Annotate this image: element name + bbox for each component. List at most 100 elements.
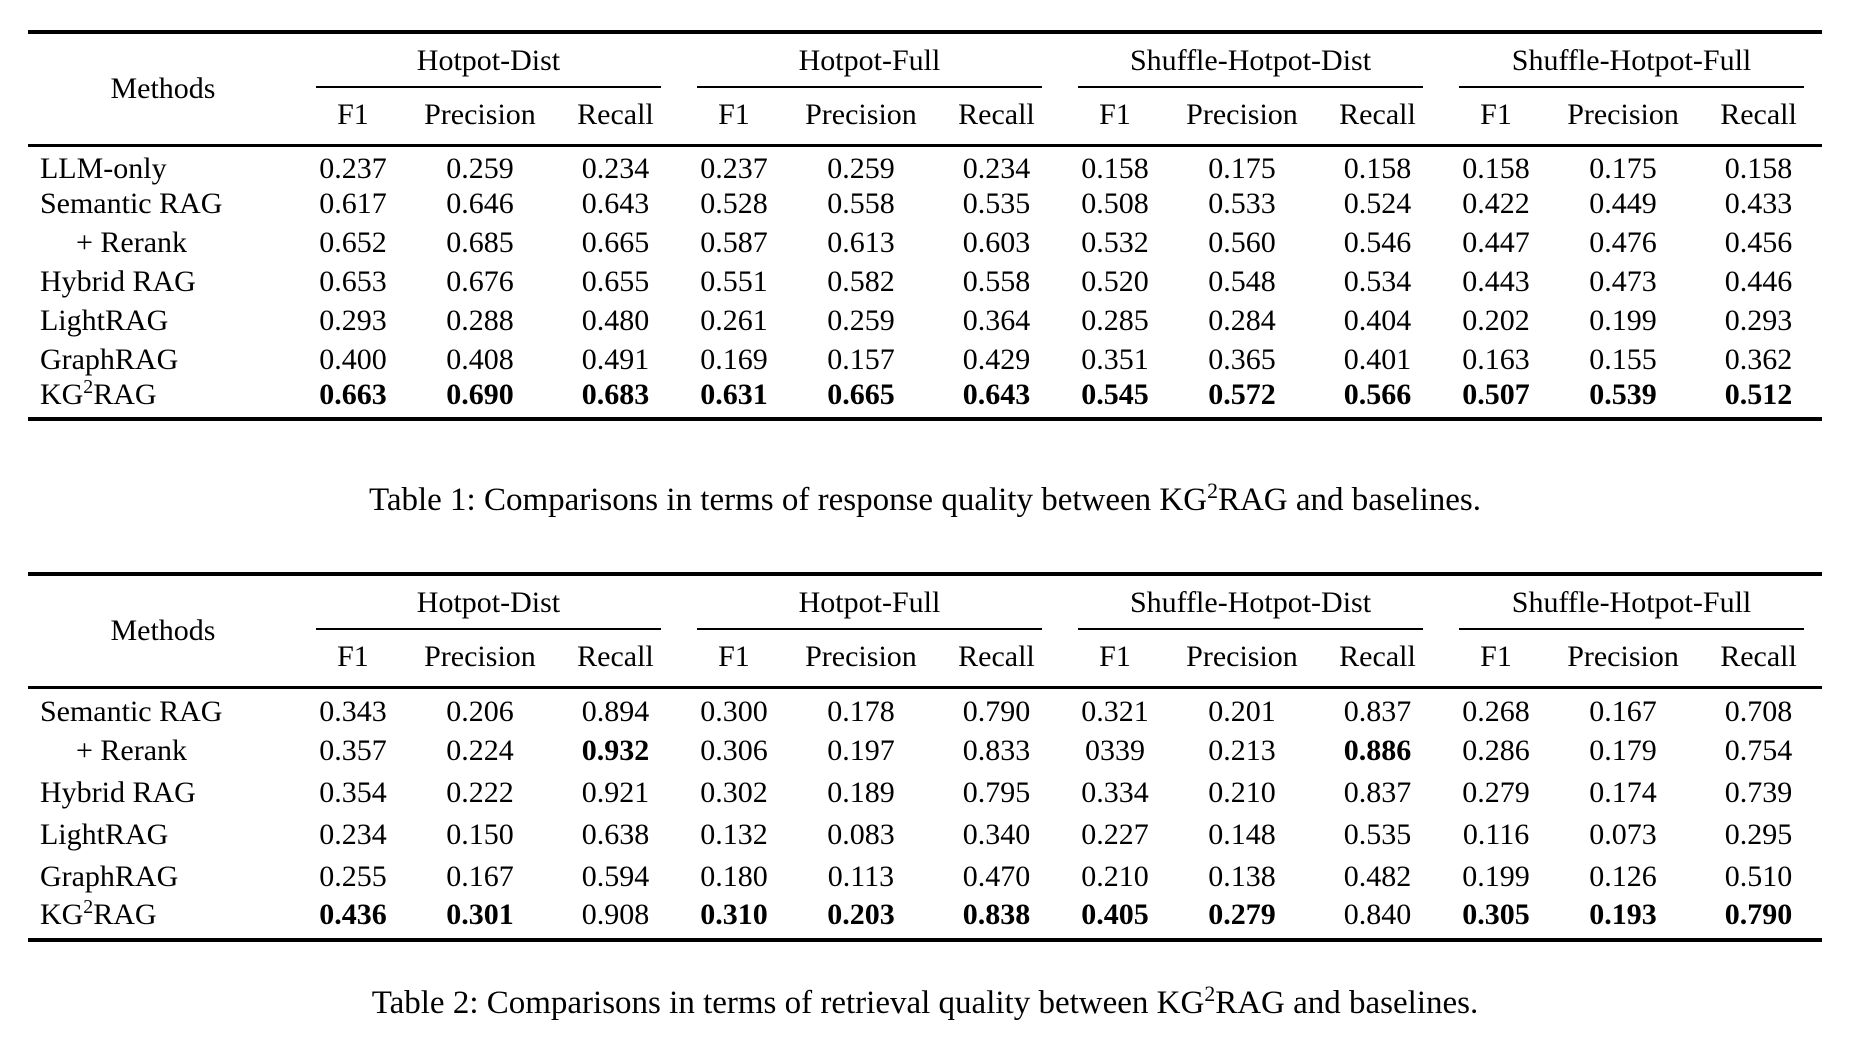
metric-value: 0.158 (1724, 151, 1793, 185)
method-name-text: Semantic RAG (39, 695, 223, 729)
metric-value: 0.535 (962, 187, 1031, 220)
column-header-f1: F1 (1480, 640, 1512, 674)
metric-value: 0.558 (827, 187, 895, 220)
metric-value: 0.351 (1081, 343, 1149, 376)
metric-value: 0.594 (581, 859, 650, 893)
group-header-label: Shuffle-Hotpot-Full (1511, 586, 1752, 620)
column-header-recall: Recall (958, 640, 1035, 674)
column-header-recall: Recall (958, 98, 1035, 131)
metric-value: 0.202 (1462, 304, 1530, 337)
metric-value: 0.683 (581, 378, 650, 411)
metric-value: 0.545 (1081, 378, 1149, 411)
method-name: GraphRAG (28, 341, 298, 380)
metric-value: 0.663 (319, 378, 387, 411)
group-header-label: Hotpot-Dist (416, 586, 561, 620)
metric-value: 0.224 (446, 733, 514, 767)
metric-value: 0.279 (1462, 775, 1530, 809)
metric-value: 0.354 (319, 775, 387, 809)
methods-column-header: Methods (110, 72, 216, 105)
metric-value: 0.259 (827, 151, 895, 185)
metric-value: 0.293 (319, 304, 387, 337)
method-name-text: RAG (93, 897, 157, 931)
metric-value: 0.894 (581, 695, 650, 729)
metric-value: 0.286 (1462, 733, 1530, 767)
metric-value: 0.259 (827, 304, 895, 337)
metric-value: 0.535 (1343, 817, 1412, 851)
metric-value: 0.302 (700, 775, 768, 809)
metric-value: 0.300 (700, 695, 768, 729)
metric-value: 0.510 (1724, 859, 1793, 893)
group-header-shuffle-hotpot-full: Shuffle-Hotpot-Full (1441, 574, 1822, 631)
metric-value: 0.227 (1081, 817, 1149, 851)
column-header-f1: F1 (1099, 98, 1131, 131)
metric-value: 0.582 (827, 265, 895, 298)
table-1-header: Methods Hotpot-Dist Hotpot-Full Shuffle-… (27, 32, 1823, 146)
metric-value: 0.167 (1589, 695, 1657, 729)
table-2-retrieval-quality: Methods Hotpot-Dist Hotpot-Full Shuffle-… (27, 572, 1823, 942)
metric-value: 0.524 (1343, 187, 1412, 220)
column-header-f1: F1 (337, 640, 369, 674)
metric-value: 0.222 (446, 775, 514, 809)
group-header-shuffle-hotpot-dist: Shuffle-Hotpot-Dist (1060, 32, 1441, 88)
metric-value: 0.456 (1724, 226, 1793, 259)
metric-value: 0.886 (1343, 733, 1412, 767)
table-2-caption: Table 2: Comparisons in terms of retriev… (0, 983, 1850, 1024)
metric-value: 0.837 (1343, 695, 1412, 729)
metric-value: 0.422 (1462, 187, 1530, 220)
metric-value: 0.447 (1462, 226, 1530, 259)
column-header-precision: Precision (805, 98, 917, 131)
metric-value: 0.158 (1462, 151, 1530, 185)
metric-value: 0.840 (1343, 897, 1412, 931)
caption-text: RAG and baselines. (1215, 984, 1479, 1021)
method-name-text: Hybrid RAG (39, 265, 196, 298)
metric-value: 0.167 (446, 859, 514, 893)
metric-value: 0.213 (1208, 733, 1276, 767)
method-name: KG2RAG (28, 377, 298, 419)
metric-value: 0.285 (1081, 304, 1149, 337)
metric-value: 0.362 (1724, 343, 1793, 376)
metric-value: 0.138 (1208, 859, 1276, 893)
metric-value: 0.685 (446, 226, 514, 259)
metric-value: 0.833 (962, 733, 1031, 767)
column-header-f1: F1 (1099, 640, 1131, 674)
metric-value: 0.268 (1462, 695, 1530, 729)
metric-value: 0.132 (700, 817, 768, 851)
metric-value: 0.295 (1724, 817, 1793, 851)
method-name: LightRAG (28, 814, 298, 856)
group-header-label: Hotpot-Full (798, 44, 941, 77)
table-2-body: Semantic RAG 0.343 0.206 0.894 0.300 0.178 0.… (28, 688, 1822, 940)
group-header-rule (1459, 628, 1805, 631)
metric-value: 0.305 (1462, 897, 1530, 931)
method-name: + Rerank (28, 224, 298, 263)
group-header-hotpot-full: Hotpot-Full (679, 574, 1060, 631)
method-name-text: LightRAG (39, 304, 169, 337)
metric-value: 0.473 (1589, 265, 1657, 298)
metric-value: 0.653 (319, 265, 387, 298)
table-2-section: Methods Hotpot-Dist Hotpot-Full Shuffle-… (0, 572, 1850, 942)
table-1-body: LLM-only 0.237 0.259 0.234 0.237 0.259 0.234 0… (28, 146, 1822, 419)
metric-value: 0.210 (1208, 775, 1276, 809)
metric-value: 0.148 (1208, 817, 1276, 851)
metric-value: 0.665 (581, 226, 650, 259)
method-name: Hybrid RAG (28, 263, 298, 302)
metric-value: 0.178 (827, 695, 895, 729)
caption-text: Table 1: Comparisons in terms of respons… (368, 481, 1208, 518)
metric-value: 0.532 (1081, 226, 1149, 259)
method-name-superscript: 2 (83, 376, 94, 398)
column-header-precision: Precision (1567, 640, 1679, 674)
method-name: KG2RAG (28, 897, 298, 940)
column-header-recall: Recall (577, 640, 654, 674)
metric-value: 0.429 (962, 343, 1031, 376)
metric-value: 0.199 (1462, 859, 1530, 893)
metric-value: 0.646 (446, 187, 514, 220)
metric-value: 0.234 (319, 817, 387, 851)
method-name: LightRAG (28, 302, 298, 341)
metric-value: 0.288 (446, 304, 514, 337)
group-header-label: Shuffle-Hotpot-Full (1511, 44, 1752, 77)
method-name-text: LightRAG (39, 817, 169, 851)
metric-value: 0.293 (1724, 304, 1793, 337)
metric-value: 0.199 (1589, 304, 1657, 337)
method-name-text: KG (39, 897, 84, 931)
metric-value: 0.491 (581, 343, 650, 376)
metric-value: 0.533 (1208, 187, 1276, 220)
